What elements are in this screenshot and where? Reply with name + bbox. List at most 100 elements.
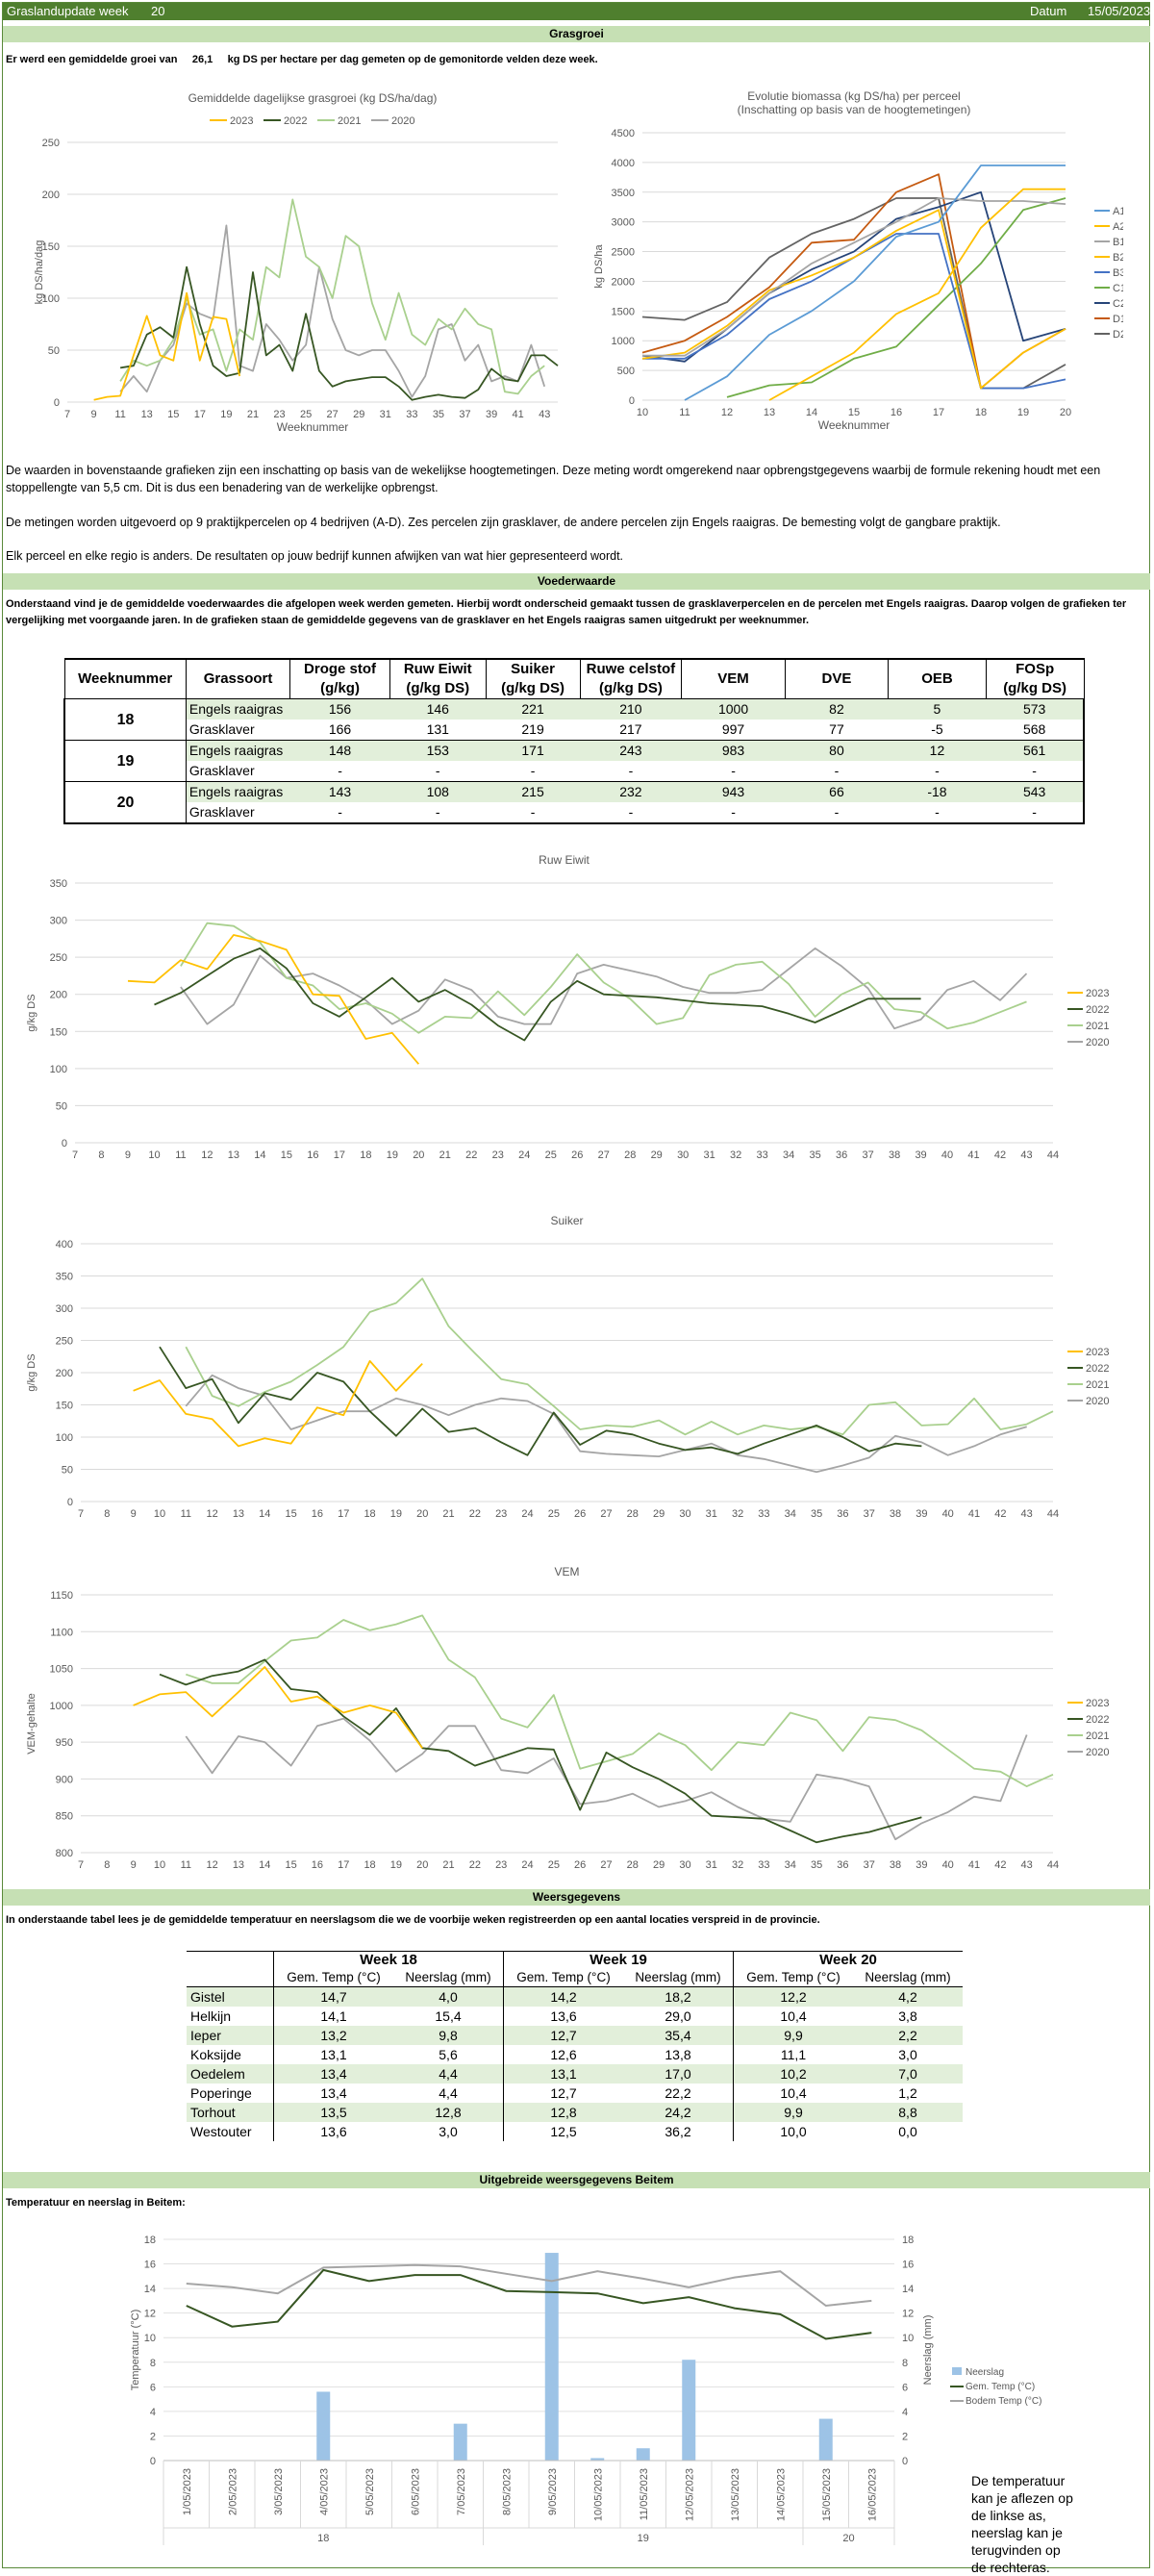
x-tick-label: 7 xyxy=(72,1149,78,1161)
table-header: Ruw Eiwit (g/kg DS) xyxy=(389,658,487,699)
bar xyxy=(316,2391,331,2461)
grass-type-cell: Grasklaver xyxy=(188,804,255,820)
legend-label: 2022 xyxy=(1086,1363,1109,1375)
x-tick-label: 16 xyxy=(307,1149,318,1161)
y-axis-label: g/kg DS xyxy=(26,994,38,1031)
x-tick-label: 12 xyxy=(201,1149,213,1161)
growth-text-a: Er werd een gemiddelde groei van xyxy=(6,54,178,65)
y-tick-label: 0 xyxy=(150,2456,156,2467)
x-tick-label: 16 xyxy=(312,1859,323,1871)
x-tick-label: 17 xyxy=(933,407,944,418)
y-tick-label: 150 xyxy=(50,1026,67,1038)
y-tick-label: 6 xyxy=(150,2382,156,2393)
table-row: 20 Engels raaigras 143 108 215 232 943 66 -18 543 xyxy=(63,781,1085,824)
value-cell: 66 xyxy=(785,781,889,802)
y-tick-label: 4 xyxy=(150,2407,156,2418)
series-line-2022 xyxy=(154,947,921,1042)
week-cell: 20 xyxy=(63,781,187,824)
value-cell: 9,8 xyxy=(439,2028,458,2043)
chart-title: Evolutie biomassa (kg DS/ha) per perceel xyxy=(747,89,960,103)
value-cell: 2,2 xyxy=(898,2028,917,2043)
series-line xyxy=(186,2263,872,2308)
value-cell: 943 xyxy=(681,781,786,802)
y-tick-label: 1500 xyxy=(612,306,635,317)
x-tick-label: 33 xyxy=(406,409,417,420)
value-cell: 1000 xyxy=(681,698,786,720)
value-cell: 8,8 xyxy=(898,2105,917,2120)
x-tick-label: 41 xyxy=(967,1149,979,1161)
x-tick-label: 11 xyxy=(181,1859,191,1871)
value-cell: 14,2 xyxy=(503,1986,623,2007)
x-tick-label: 43 xyxy=(1020,1149,1032,1161)
legend-label: 2020 xyxy=(1086,1747,1109,1758)
series-line-2023 xyxy=(133,1666,423,1749)
x-tick-label: 32 xyxy=(732,1859,743,1871)
x-tick-label: 24 xyxy=(518,1149,530,1161)
header-date: 15/05/2023 xyxy=(1088,4,1151,18)
legend-label: A1 xyxy=(1113,206,1123,217)
x-tick-label: 43 xyxy=(1021,1859,1033,1871)
y-tick-label: 250 xyxy=(56,1336,73,1348)
legend-label: Gem. Temp (°C) xyxy=(966,2382,1035,2392)
value-cell: 171 xyxy=(486,740,581,761)
series-line-2022 xyxy=(159,1346,922,1456)
table-row: Westouter 13,6 3,0 12,5 36,2 10,0 0,0 xyxy=(187,2122,963,2141)
value-cell: - xyxy=(731,804,736,820)
x-tick-label: 31 xyxy=(706,1859,717,1871)
x-tick-label: 39 xyxy=(916,1859,927,1871)
series-line-C1 xyxy=(726,197,1066,398)
x-tick-label: 29 xyxy=(653,1859,665,1871)
chart-title: Ruw Eiwit xyxy=(539,853,590,867)
x-tick-label: 27 xyxy=(600,1508,612,1520)
x-tick-label: 32 xyxy=(732,1508,743,1520)
sub-header: Gem. Temp (°C) xyxy=(273,1969,393,1987)
y2-tick-label: 14 xyxy=(902,2284,914,2295)
x-tick-label: 34 xyxy=(783,1149,794,1161)
legend-label: B3 xyxy=(1113,267,1123,279)
value-cell: 29,0 xyxy=(665,2008,691,2024)
table-row: Oedelem 13,4 4,4 13,1 17,0 10,2 7,0 xyxy=(187,2064,963,2084)
x-tick-label: 18 xyxy=(364,1508,375,1520)
value-cell: 3,0 xyxy=(439,2124,458,2139)
x-tick-label: 31 xyxy=(704,1149,715,1161)
x-tick-label: 40 xyxy=(942,1859,954,1871)
legend-label: 2023 xyxy=(1086,1347,1109,1358)
x-tick-label: 44 xyxy=(1047,1149,1059,1161)
value-cell: 12,8 xyxy=(435,2105,462,2120)
y-tick-label: 100 xyxy=(56,1432,73,1444)
y2-tick-label: 8 xyxy=(902,2358,908,2369)
value-cell: - xyxy=(834,763,840,778)
x-tick-label: 26 xyxy=(571,1149,583,1161)
y-tick-label: 0 xyxy=(54,397,60,409)
x-tick-label: 19 xyxy=(390,1859,402,1871)
x-tick-label: 33 xyxy=(758,1859,769,1871)
value-cell: 18,2 xyxy=(665,1989,691,2005)
growth-summary: Er werd een gemiddelde groei van 26,1 kg… xyxy=(6,54,598,65)
x-tick-label: 34 xyxy=(785,1859,796,1871)
y-tick-label: 300 xyxy=(50,916,67,927)
value-cell: 217 xyxy=(619,721,642,737)
value-cell: 4,4 xyxy=(439,2085,458,2101)
y-tick-label: 50 xyxy=(62,1465,73,1477)
y-axis-label: g/kg DS xyxy=(26,1353,38,1391)
x-tick-label: 41 xyxy=(968,1859,980,1871)
weather-intro: In onderstaande tabel lees je de gemidde… xyxy=(6,1914,820,1926)
legend-label: 2020 xyxy=(1086,1037,1109,1048)
x-tick-label: 21 xyxy=(442,1508,454,1520)
x-tick-label: 39 xyxy=(915,1149,926,1161)
legend-label: 2020 xyxy=(391,115,414,127)
legend-swatch xyxy=(952,2367,962,2375)
x-tick-label: 20 xyxy=(413,1149,424,1161)
y-tick-label: 10 xyxy=(144,2333,156,2344)
table-header: FOSp (g/kg DS) xyxy=(985,658,1085,699)
value-cell: 219 xyxy=(521,721,544,737)
x-tick-label: 42 xyxy=(994,1859,1006,1871)
x-tick-label: 1/05/2023 xyxy=(182,2468,193,2515)
x-tick-label: 27 xyxy=(327,409,339,420)
x-tick-label: 17 xyxy=(334,1149,345,1161)
value-cell: 568 xyxy=(986,720,1085,741)
value-cell: - xyxy=(435,804,440,820)
x-tick-label: 7 xyxy=(78,1508,84,1520)
x-tick-label: 43 xyxy=(1021,1508,1033,1520)
value-cell: - xyxy=(338,804,342,820)
